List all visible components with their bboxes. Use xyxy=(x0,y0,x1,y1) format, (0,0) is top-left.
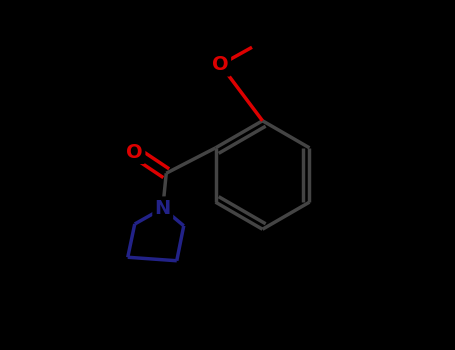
Text: O: O xyxy=(126,143,143,162)
Text: N: N xyxy=(155,199,171,218)
Text: O: O xyxy=(212,55,229,74)
